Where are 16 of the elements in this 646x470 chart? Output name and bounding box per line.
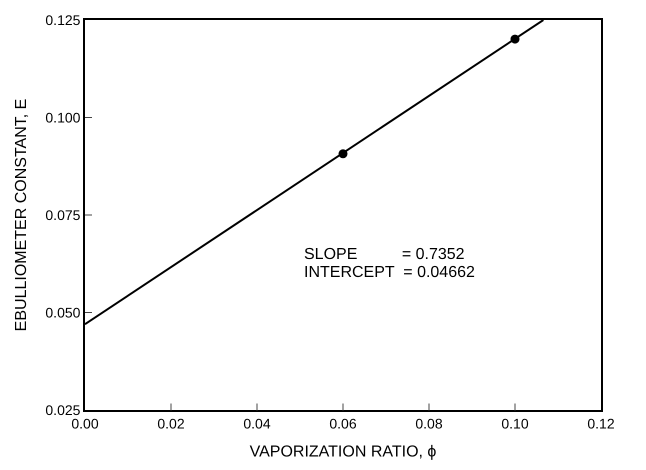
x-tick-label: 0.00 [71,416,99,432]
y-axis-title: EBULLIOMETER CONSTANT, E [12,98,30,332]
y-tick-label: 0.100 [45,109,81,126]
x-tick-label: 0.06 [329,416,357,432]
x-tick-label: 0.04 [243,416,271,432]
y-tick-label: 0.075 [45,206,81,223]
y-tick-label: 0.050 [45,304,81,320]
annotation: INTERCEPT = 0.04662 [304,264,475,281]
x-tick-label: 0.08 [415,416,443,432]
y-tick-label: 0.125 [45,12,81,28]
x-tick-label: 0.12 [587,416,615,432]
y-tick-label: 0.025 [45,402,81,418]
x-axis-title: VAPORIZATION RATIO, ϕ [250,444,436,461]
annotation: SLOPE = 0.7352 [304,246,465,263]
x-tick-label: 0.10 [501,416,529,432]
x-tick-label: 0.02 [157,416,185,432]
